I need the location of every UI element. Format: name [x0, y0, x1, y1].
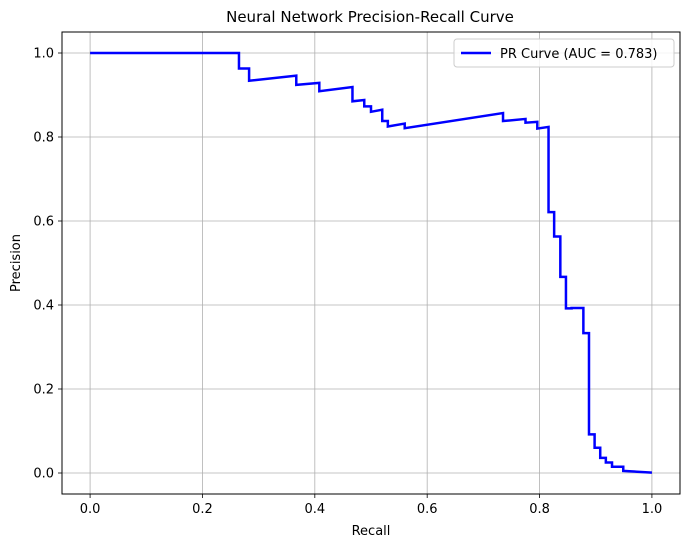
y-tick-label: 0.0	[33, 467, 54, 482]
plot-frame	[61, 31, 681, 495]
legend-label: PR Curve (AUC = 0.783)	[500, 47, 658, 62]
x-tick-label: 0.0	[80, 502, 101, 517]
y-axis-label: Precision	[9, 234, 24, 292]
x-tick-label: 0.6	[417, 502, 438, 517]
legend: PR Curve (AUC = 0.783)	[453, 38, 675, 68]
chart-title: Neural Network Precision-Recall Curve	[226, 8, 514, 26]
legend-box	[453, 38, 675, 68]
x-tick-label: 0.2	[192, 502, 213, 517]
x-axis-label: Recall	[352, 524, 391, 539]
y-tick-label: 0.6	[33, 215, 54, 230]
x-tick-label: 0.8	[529, 502, 550, 517]
pr-curve-line	[90, 51, 652, 474]
tick-layer: 0.0 0.2 0.4 0.6 0.8 1.0 0.0 0.2 0.4 0.6 0.8 1.0	[33, 47, 662, 518]
y-tick-label: 1.0	[33, 47, 54, 62]
y-tick-label: 0.2	[33, 383, 54, 398]
x-tick-label: 0.4	[304, 502, 325, 517]
y-tick-label: 0.8	[33, 131, 54, 146]
x-tick-label: 1.0	[642, 502, 663, 517]
series-layer	[90, 51, 652, 474]
y-tick-label: 0.4	[33, 299, 54, 314]
